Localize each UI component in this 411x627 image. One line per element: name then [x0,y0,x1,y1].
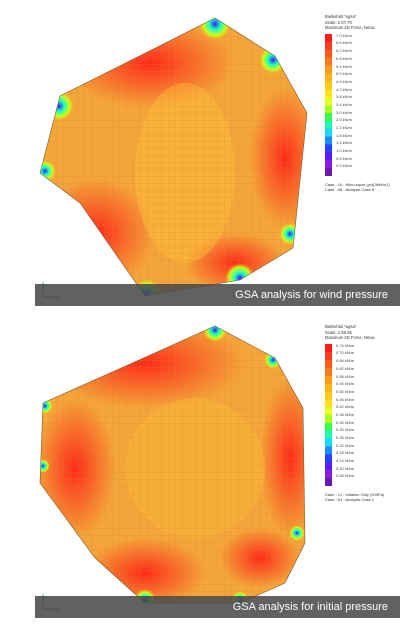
legend-swatch [325,438,332,447]
legend-swatch [325,89,332,98]
legend-swatch [325,136,332,145]
legend-tick: 6.2 kN/m [336,48,353,54]
legend-tick: 5.4 kN/m [336,63,353,69]
legend-swatch [325,375,332,384]
legend-tick: 1.8 kN/m [336,132,353,138]
legend-tick: 0.62 kN/m [336,365,355,371]
legend-swatch [325,399,332,408]
legend-swatch [325,128,332,137]
legend-tick: 0.42 kN/m [336,404,355,410]
legend-swatch [325,81,332,90]
legend-tick: 3.8 kN/m [336,94,353,100]
legend-swatch [325,96,332,106]
legend-case-analysis: Case : A6 : Analysis Case 6 [325,187,375,193]
caption-wind: GSA analysis for wind pressure [35,284,400,306]
legend-swatch [325,49,332,58]
legend-scale: Scale: 1:07.70 [325,19,352,25]
legend-swatch [325,406,332,416]
initial-pressure-plot [39,325,306,604]
legend-swatch [325,160,332,169]
legend-tick: 0.6 kN/m [336,155,353,161]
legend-case-load: Case : L6 : Wind sqcm (pc)(3kN/m2) [325,181,390,187]
color-legend: Bielsehild *ugsa* Scale: 1:58.06 Maximum… [325,324,397,503]
legend-tick: 4.2 kN/m [336,86,353,92]
legend-tick: 0.74 kN/m [336,342,355,348]
legend-title: Bielsehild *ugsa* [325,324,357,329]
legend-tick: 0.26 kN/m [336,435,355,441]
color-legend: Bielsehild *ugsa* Scale: 1:07.70 Maximum… [325,14,397,193]
legend-swatch [325,73,332,82]
legend-tick: 2.2 kN/m [336,125,353,131]
legend-ticks: 0.74 kN/m 0.70 kN/m 0.66 kN/m 0.62 kN/m … [336,343,354,481]
legend-tick: 5.8 kN/m [336,55,353,61]
legend-swatch [325,104,332,113]
legend-tick: 6.6 kN/m [336,40,353,46]
legend-title: Bielsehild *ugsa* [325,14,357,19]
legend-case-load: Case : L1 : Inflation Only (200Pa) [325,491,385,497]
legend-scale: Scale: 1:58.06 [325,329,352,335]
legend-quantity: Maximum 2D Force, Nmax [325,335,375,341]
legend-tick: 0.06 kN/m [336,473,355,479]
legend-tick: 0.30 kN/m [336,427,355,433]
result-panel-wind: Bielsehild *ugsa* Scale: 1:07.70 Maximum… [35,8,400,306]
legend-tick: 0.54 kN/m [336,381,355,387]
legend-color-bar [325,33,332,176]
legend-swatch [325,422,332,431]
legend-tick: 0.66 kN/m [336,358,355,364]
legend-tick: 1.0 kN/m [336,148,353,154]
legend-swatch [325,41,332,50]
legend-swatch [325,57,332,66]
legend-tick: 0.10 kN/m [336,465,355,471]
legend-tick: 0.34 kN/m [336,419,355,425]
legend-swatch [325,391,332,400]
legend-tick: 3.0 kN/m [336,109,353,115]
legend-swatch [325,33,332,42]
legend-tick: 0.14 kN/m [336,458,355,464]
legend-swatch [325,65,332,74]
legend-swatch [325,359,332,368]
legend-swatch [325,120,332,129]
legend-swatch [325,462,332,471]
legend-tick: 0.38 kN/m [336,411,355,417]
legend-case-analysis: Case : A1 : Analysis Case 1 [325,497,375,503]
legend-tick: 2.6 kN/m [336,117,353,123]
legend-swatch [325,152,332,161]
legend-swatch [325,454,332,463]
legend-swatch [325,446,332,455]
legend-tick: 3.4 kN/m [336,101,353,107]
result-panel-initial: Bielsehild *ugsa* Scale: 1:58.06 Maximum… [35,318,400,618]
legend-swatch [325,383,332,392]
legend-swatch [325,144,332,153]
legend-tick: 0.50 kN/m [336,388,355,394]
legend-swatch [325,167,332,176]
legend-swatch [325,477,332,486]
legend-ticks: 7.0 kN/m 6.6 kN/m 6.2 kN/m 5.8 kN/m 5.4 … [336,33,352,171]
legend-tick: 4.6 kN/m [336,78,353,84]
legend-tick: 7.0 kN/m [336,32,353,38]
legend-tick: 0.18 kN/m [336,450,355,456]
legend-tick: 0.70 kN/m [336,350,355,356]
legend-swatch [325,367,332,376]
legend-tick: 0.58 kN/m [336,373,355,379]
caption-initial: GSA analysis for initial pressure [35,596,400,618]
legend-swatch [325,112,332,121]
legend-tick: 0.0 kN/m [336,163,353,169]
legend-swatch [325,343,332,352]
legend-swatch [325,351,332,360]
legend-tick: 0.22 kN/m [336,442,355,448]
legend-tick: 0.46 kN/m [336,396,355,402]
legend-tick: 1.4 kN/m [336,140,353,146]
legend-color-bar [325,343,332,486]
legend-swatch [325,414,332,423]
legend-tick: 5.0 kN/m [336,71,353,77]
legend-swatch [325,430,332,439]
legend-quantity: Maximum 2D Force, Nmax [325,25,375,31]
legend-swatch [325,470,332,479]
